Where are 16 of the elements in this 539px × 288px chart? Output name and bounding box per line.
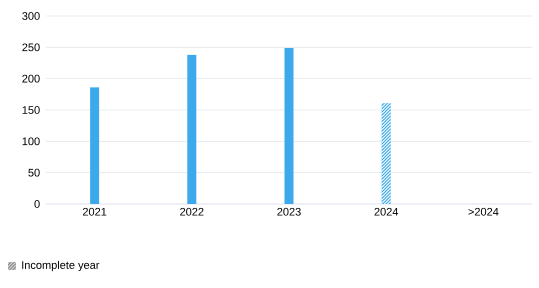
y-tick-label: 250 — [22, 43, 40, 52]
y-tick-label: 50 — [28, 168, 40, 177]
y-tick-label: 200 — [22, 74, 40, 83]
y-tick-label: 300 — [22, 12, 40, 20]
x-tick-label: 2023 — [277, 208, 301, 216]
y-tick-label: 100 — [22, 137, 40, 146]
bar — [284, 48, 294, 204]
y-tick-label: 150 — [22, 106, 40, 114]
bar — [90, 87, 100, 204]
x-tick-label: 2022 — [180, 208, 204, 216]
x-tick-label: >2024 — [468, 208, 499, 216]
x-tick-label: 2024 — [374, 208, 398, 216]
bar — [187, 54, 196, 204]
text: Incomplete year — [22, 260, 100, 272]
y-tick-label: 0 — [34, 200, 40, 208]
x-tick-label: 2021 — [82, 208, 106, 216]
